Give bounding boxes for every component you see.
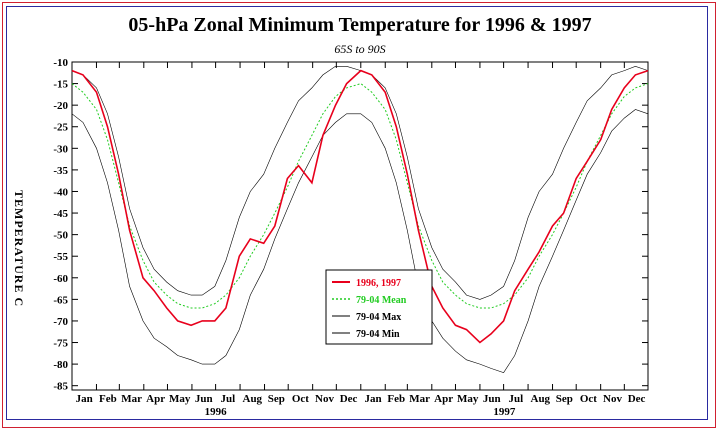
x-tick-label: Dec (340, 393, 358, 405)
y-tick-label: -55 (53, 251, 68, 263)
y-tick-label: -45 (53, 208, 68, 220)
y-tick-label: -15 (53, 79, 68, 91)
series-line-0 (71, 69, 649, 344)
x-tick-label: May (169, 393, 191, 405)
x-tick-label: Dec (628, 393, 646, 405)
x-tick-label: Aug (243, 393, 263, 405)
x-tick-label: Feb (99, 393, 117, 405)
x-tick-label: Mar (121, 393, 142, 405)
plot-area (71, 61, 649, 391)
outer-frame (2, 2, 716, 428)
x-tick-label: Apr (146, 393, 165, 405)
x-tick-label: Feb (387, 393, 405, 405)
x-tick-label: Jun (483, 393, 501, 405)
series-line-3 (71, 109, 649, 374)
x-tick-label: Sep (268, 393, 285, 405)
x-tick-label: May (457, 393, 479, 405)
legend-label: 1996, 1997 (356, 278, 401, 289)
y-tick-label: -65 (53, 294, 68, 306)
x-tick-label: Mar (409, 393, 430, 405)
x-tick-label: Sep (556, 393, 573, 405)
x-tick-label: Aug (531, 393, 551, 405)
x-tick-label: Jan (364, 393, 381, 405)
series-line-1 (71, 83, 649, 309)
x-tick-label: Nov (315, 393, 334, 405)
chart-title: 05-hPa Zonal Minimum Temperature for 199… (128, 14, 592, 36)
x-tick-label: Jul (508, 393, 523, 405)
x-tick-label: Oct (292, 393, 309, 405)
x-tick-label: Oct (580, 393, 597, 405)
y-tick-label: -25 (53, 122, 68, 134)
chart-subtitle: 65S to 90S (334, 42, 386, 56)
year-label: 1996 (205, 406, 228, 418)
y-tick-label: -10 (53, 57, 68, 69)
y-tick-label: -30 (53, 143, 68, 155)
y-tick-label: -80 (53, 359, 68, 371)
legend-label: 79-04 Max (356, 312, 401, 323)
x-tick-label: Nov (603, 393, 622, 405)
inner-frame (6, 6, 708, 420)
y-tick-label: -60 (53, 273, 68, 285)
y-tick-label: -35 (53, 165, 68, 177)
x-tick-label: Jul (220, 393, 235, 405)
y-tick-label: -40 (53, 186, 68, 198)
legend-label: 79-04 Mean (356, 295, 407, 306)
x-tick-label: Apr (434, 393, 453, 405)
y-tick-label: -75 (53, 338, 68, 350)
y-tick-label: -70 (53, 316, 68, 328)
year-label: 1997 (493, 406, 516, 418)
x-tick-label: Jun (195, 393, 213, 405)
x-tick-label: Jan (76, 393, 93, 405)
legend-label: 79-04 Min (356, 329, 400, 340)
series-line-2 (71, 65, 649, 300)
y-tick-label: -50 (53, 230, 68, 242)
y-tick-label: -85 (53, 381, 68, 393)
y-tick-label: -20 (53, 100, 68, 112)
